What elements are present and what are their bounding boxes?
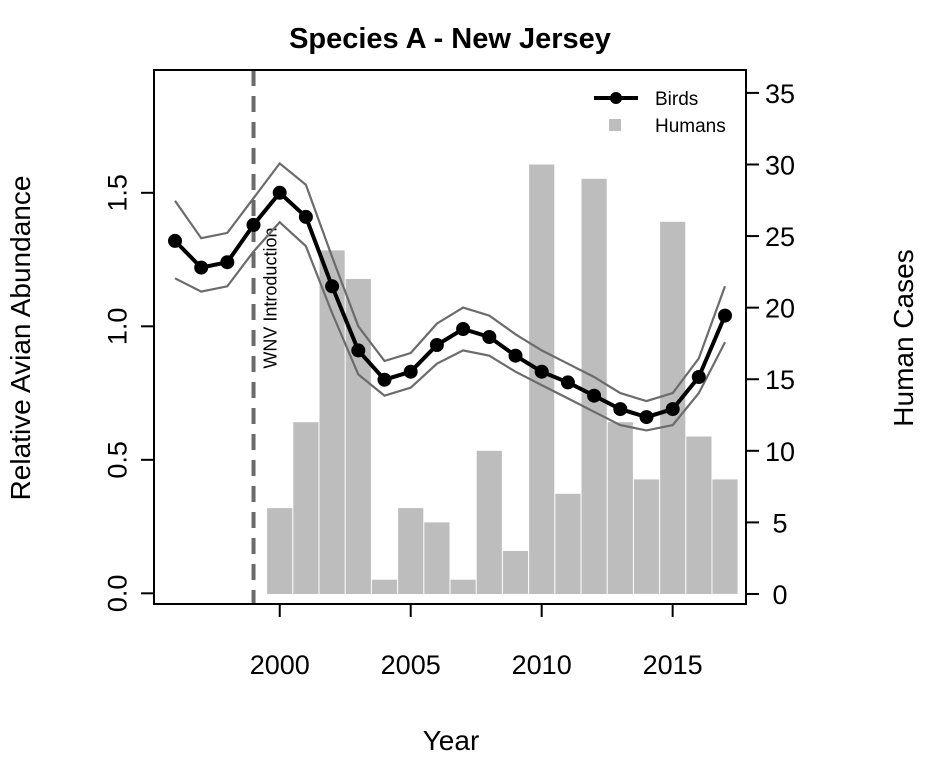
y2-axis-tick-label: 15 bbox=[765, 365, 795, 395]
x-axis-tick-label: 2010 bbox=[512, 650, 572, 680]
y2-axis-tick-label: 10 bbox=[765, 437, 795, 467]
human-cases-bar bbox=[555, 493, 581, 594]
x-axis-tick-label: 2000 bbox=[250, 650, 310, 680]
human-cases-bar bbox=[686, 436, 712, 594]
y-axis-tick-label: 0.5 bbox=[102, 441, 132, 479]
bird-abundance-point bbox=[482, 330, 497, 344]
y2-axis-tick-label: 5 bbox=[772, 508, 787, 538]
human-cases-bar bbox=[371, 579, 398, 594]
bird-lower-bound-line bbox=[174, 220, 726, 432]
bird-abundance-point bbox=[298, 209, 313, 224]
bird-abundance-point bbox=[246, 217, 261, 232]
bird-abundance-point bbox=[560, 375, 575, 390]
legend-humans-label: Humans bbox=[655, 116, 726, 137]
x-axis-tick-label: 2005 bbox=[381, 650, 441, 680]
human-cases-bar bbox=[502, 551, 529, 594]
y2-axis-tick-label: 35 bbox=[765, 79, 795, 109]
human-cases-bar bbox=[529, 164, 555, 594]
y2-axis-label: Human Cases bbox=[888, 249, 919, 426]
wnv-introduction-label: WNV Introduction bbox=[261, 228, 281, 369]
human-cases-bars bbox=[267, 164, 738, 595]
bird-abundance-point bbox=[639, 410, 654, 425]
human-cases-bar bbox=[267, 508, 293, 594]
y2-axis-tick-label: 0 bbox=[772, 580, 787, 610]
bird-abundance-point bbox=[534, 364, 549, 379]
human-cases-bar bbox=[293, 422, 319, 594]
bird-abundance-point bbox=[587, 388, 602, 403]
y-axis-label: Relative Avian Abundance bbox=[5, 176, 36, 501]
human-cases-bar bbox=[424, 522, 450, 594]
bird-abundance-point bbox=[377, 372, 392, 387]
human-cases-bar bbox=[712, 479, 738, 594]
legend-humans-swatch bbox=[609, 119, 621, 131]
y-axis-tick-label: 1.5 bbox=[102, 174, 132, 212]
y2-axis-tick-label: 20 bbox=[765, 294, 795, 324]
bird-abundance-point bbox=[665, 402, 680, 417]
human-cases-bar bbox=[633, 479, 660, 594]
human-cases-bar bbox=[450, 579, 476, 594]
bird-abundance-point bbox=[351, 343, 366, 358]
bird-abundance-point bbox=[220, 255, 235, 270]
bird-upper-bound-line bbox=[174, 161, 727, 403]
bird-abundance-point bbox=[403, 364, 418, 379]
legend-birds-marker bbox=[610, 92, 622, 104]
plot-frame bbox=[153, 69, 747, 605]
axes: 0.0 0.5 1.0 1.5 0 5 10 15 20 25 30 35 2000 2005 2010 20… bbox=[102, 69, 795, 680]
bird-abundance-point bbox=[325, 279, 340, 294]
human-cases-bar bbox=[607, 422, 633, 594]
bird-abundance-point bbox=[718, 308, 732, 323]
x-axis-label: Year bbox=[423, 725, 480, 756]
x-axis-tick-label: 2015 bbox=[643, 650, 703, 680]
bird-abundance-point bbox=[168, 233, 182, 248]
legend: Birds Humans bbox=[594, 89, 726, 137]
y-axis-tick-label: 1.0 bbox=[102, 308, 132, 346]
human-cases-bar bbox=[581, 178, 607, 595]
y2-axis-tick-label: 25 bbox=[765, 222, 795, 252]
bird-abundance-point bbox=[613, 402, 628, 417]
bird-abundance-point bbox=[508, 348, 523, 363]
human-cases-bar bbox=[319, 250, 345, 594]
chart-title: Species A - New Jersey bbox=[289, 23, 611, 55]
bird-abundance-point bbox=[194, 260, 209, 275]
bird-abundance-point bbox=[272, 185, 287, 200]
bird-abundance-lines bbox=[168, 161, 732, 432]
human-cases-bar bbox=[476, 450, 502, 594]
bird-abundance-point bbox=[691, 370, 706, 384]
wnv-introduction-line: WNV Introduction bbox=[251, 70, 281, 604]
human-cases-bar bbox=[398, 508, 424, 594]
y-axis-tick-label: 0.0 bbox=[102, 575, 132, 613]
bird-abundance-point bbox=[456, 322, 471, 336]
bird-abundance-point bbox=[429, 338, 444, 352]
legend-birds-label: Birds bbox=[655, 89, 698, 110]
y2-axis-tick-label: 30 bbox=[765, 150, 795, 180]
bird-abundance-line bbox=[173, 189, 727, 420]
